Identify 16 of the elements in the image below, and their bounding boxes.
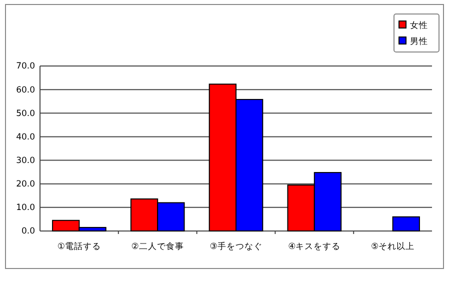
legend-label: 男性 xyxy=(410,36,428,47)
y-tick-label: 40.0 xyxy=(16,132,35,142)
y-tick-label: 0.0 xyxy=(21,226,35,237)
y-tick-label: 30.0 xyxy=(16,156,35,166)
x-tick-label: ⑤それ以上 xyxy=(370,241,415,252)
y-tick-label: 20.0 xyxy=(16,180,35,190)
legend-label: 女性 xyxy=(410,20,428,31)
y-tick-label: 70.0 xyxy=(16,62,35,72)
x-tick-label: ②二人で食事 xyxy=(131,241,184,252)
x-tick-label: ④キスをする xyxy=(288,242,341,252)
y-tick-label: 10.0 xyxy=(16,203,35,214)
bar xyxy=(392,216,420,232)
y-tick-label: 60.0 xyxy=(16,85,35,96)
x-tick-label: ①電話する xyxy=(57,241,102,252)
y-tick-label: 50.0 xyxy=(16,108,35,119)
x-tick-label: ③手をつなぐ xyxy=(210,241,262,252)
